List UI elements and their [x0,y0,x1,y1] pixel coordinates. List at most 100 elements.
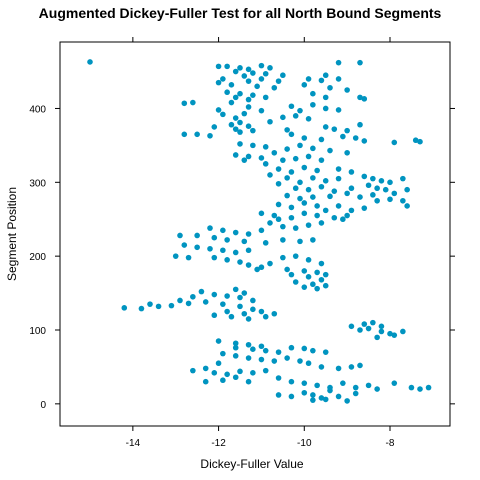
scatter-point [400,175,406,182]
scatter-point [275,216,282,223]
scatter-point [211,124,218,130]
plot-frame [59,41,451,427]
scatter-point [237,90,243,97]
x-axis-label: Dickey-Fuller Value [200,457,303,471]
scatter-point [241,310,248,317]
scatter-point [301,284,308,290]
scatter-point [224,308,230,315]
scatter-point [310,175,316,181]
scatter-point [310,397,316,403]
scatter-point [220,377,226,384]
scatter-point [271,212,278,219]
scatter-point [241,73,248,79]
scatter-points [87,59,432,404]
scatter-point [250,297,256,304]
scatter-point [271,149,278,156]
scatter-point [258,308,265,315]
scatter-point [292,113,299,119]
scatter-point [258,155,265,161]
scatter-point [245,247,252,254]
scatter-point [280,254,286,261]
scatter-point [412,137,419,144]
scatter-point [245,231,252,237]
scatter-point [288,204,295,211]
scatter-point [245,378,252,385]
scatter-point [211,254,218,261]
scatter-point [348,323,355,330]
scatter-point [425,384,432,391]
scatter-point [301,135,308,141]
scatter-point [348,185,355,192]
scatter-point [262,367,269,374]
scatter-point [297,358,303,364]
scatter-point [370,175,376,182]
scatter-point [245,96,252,103]
scatter-point [391,380,398,386]
scatter-point [284,175,290,181]
scatter-point [391,332,398,338]
scatter-point [314,167,320,174]
scatter-point [335,365,342,372]
scatter-point [318,157,325,163]
scatter-point [288,378,295,385]
scatter-point [228,99,235,106]
scatter-point [288,271,295,278]
scatter-point [301,164,308,171]
scatter-point [314,212,320,219]
scatter-point [374,386,380,392]
scatter-point [361,138,368,144]
scatter-point [262,94,269,101]
scatter-point [322,349,329,355]
scatter-point [305,222,312,228]
scatter-point [305,360,312,367]
scatter-point [352,135,359,141]
scatter-point [232,353,239,359]
scatter-point [284,146,290,152]
scatter-point [224,257,230,263]
scatter-point [365,325,372,332]
y-axis-tick-labels: 0 100 200 300 400 [29,104,46,410]
scatter-point [400,328,406,335]
scatter-point [335,393,342,400]
scatter-point [211,291,218,298]
x-axis: -14 -12 -10 -8 [126,37,395,449]
scatter-point [172,253,179,259]
scatter-point [348,169,355,175]
scatter-point [245,104,252,110]
scatter-point [228,82,235,88]
scatter-point [301,389,308,396]
scatter-point [262,313,269,320]
scatter-point [340,133,346,140]
scatter-point [267,260,273,267]
x-axis-ticks-top [132,37,391,42]
y-tick-label: 400 [29,104,46,115]
scatter-point [288,393,295,400]
scatter-point [297,195,303,202]
scatter-point [237,303,243,310]
scatter-point [370,319,376,326]
scatter-point [301,82,308,88]
scatter-point [275,180,282,187]
scatter-point [121,305,128,311]
scatter-point [335,59,342,66]
scatter-point [288,169,295,175]
scatter-point [232,340,239,347]
scatter-point [378,328,385,335]
scatter-point [297,179,303,186]
scatter-point [280,157,286,163]
scatter-point [361,205,368,211]
scatter-point [408,384,415,391]
scatter-point [258,227,265,234]
scatter-point [245,355,252,361]
scatter-point [271,84,278,91]
scatter-point [224,89,230,96]
scatter-point [322,178,329,184]
scatter-point [237,259,243,265]
scatter-point [220,111,226,118]
scatter-point [322,207,329,214]
scatter-point [314,382,320,389]
scatter-point [318,220,325,226]
scatter-point [357,194,363,200]
scatter-point [232,68,239,75]
scatter-point [232,152,239,158]
